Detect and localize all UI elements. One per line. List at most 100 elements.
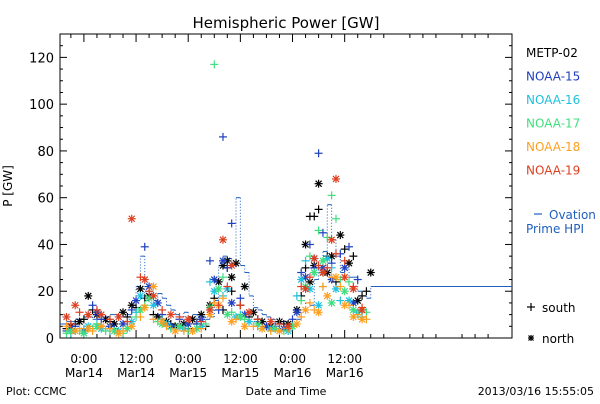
north-point [97,322,106,331]
south-point [218,294,227,303]
y-tick-label: 0 [46,332,54,347]
south-point [345,277,354,286]
south-point [266,326,275,335]
north-point [240,282,249,291]
south-point [336,282,345,291]
north-point [71,326,80,335]
south-point [318,282,327,291]
ovation-series [60,197,512,327]
south-point [253,315,262,324]
south-point [218,273,227,282]
y-tick-label: 20 [37,285,54,300]
ovation-legend-line2: Prime HPI [526,222,584,236]
south-point [275,319,284,328]
marker-legend: south north [527,301,576,346]
north-point [327,298,336,307]
north-point [218,235,227,244]
north-point [275,326,284,335]
footer-right: 2013/03/16 15:55:05 [478,385,594,398]
south-point [305,273,314,282]
south-point [314,205,323,214]
north-point [336,231,345,240]
north-point [314,301,323,310]
north-point [158,317,167,326]
marker-legend-plus [527,303,535,311]
x-tick-date: Mar16 [326,366,364,380]
chart-title: Hemispheric Power [GW] [193,14,380,32]
y-axis-ticks: 0 20 40 60 80 100 120 [29,45,512,347]
south-point [210,60,219,69]
x-tick-date: Mar14 [65,366,103,380]
x-axis-label: Date and Time [246,385,327,398]
north-point [245,308,254,317]
north-point [301,305,310,314]
south-point [92,305,101,314]
south-point [227,219,236,228]
legend-item: NOAA-17 [526,117,580,131]
south-point [105,324,114,333]
north-point [227,298,236,307]
north-point [349,284,358,293]
north-point [171,326,180,335]
south-point [88,301,97,310]
north-point [166,310,175,319]
south-point [249,322,258,331]
north-point [349,312,358,321]
south-point [327,191,336,200]
south-point [310,212,319,221]
north-point [284,322,293,331]
north-point [223,310,232,319]
south-point [201,319,210,328]
south-point [297,296,306,305]
south-point [218,132,227,141]
north-point [310,254,319,263]
y-tick-label: 80 [37,145,54,160]
north-point [214,284,223,293]
x-tick-date: Mar14 [117,366,155,380]
legend-item: NOAA-15 [526,70,580,84]
north-point [97,310,106,319]
x-tick-date: Mar15 [169,366,207,380]
south-point [362,287,371,296]
legend-item: METP-02 [526,46,578,60]
north-point [71,301,80,310]
south-point [301,263,310,272]
south-point [197,317,206,326]
south-point [314,261,323,270]
north-point [140,275,149,284]
south-point [353,275,362,284]
south-point [145,287,154,296]
x-tick-time: 0:00 [279,352,306,366]
north-point [184,315,193,324]
south-point [158,305,167,314]
north-point [136,284,145,293]
north-point [205,305,214,314]
south-point [358,291,367,300]
north-point [310,268,319,277]
north-point [127,214,136,223]
south-point [305,298,314,307]
north-point [292,308,301,317]
x-tick-time: 0:00 [175,352,202,366]
y-tick-label: 100 [29,98,54,113]
south-point [331,214,340,223]
south-point [297,268,306,277]
north-point [62,312,71,321]
south-point [297,312,306,321]
x-tick-time: 12:00 [327,352,362,366]
north-point [340,287,349,296]
y-tick-label: 120 [29,51,54,66]
south-point [318,228,327,237]
north-point [349,305,358,314]
south-point [136,312,145,321]
south-point [331,249,340,258]
north-point [149,301,158,310]
north-point [114,312,123,321]
south-point [236,294,245,303]
north-point [227,261,236,270]
x-tick-date: Mar15 [221,366,259,380]
south-point [101,326,110,335]
south-point [179,326,188,335]
